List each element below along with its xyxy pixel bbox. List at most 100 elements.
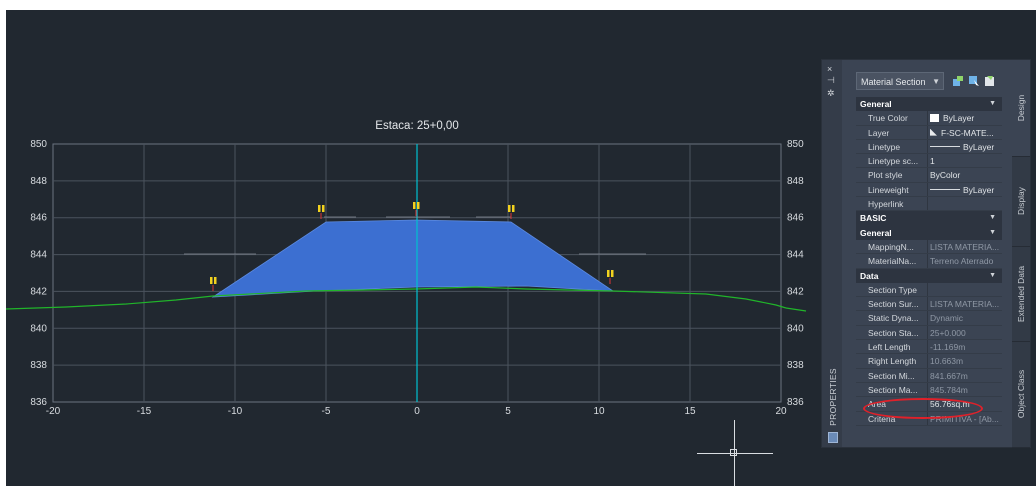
column-divider xyxy=(927,397,928,411)
property-value-text: 845.784m xyxy=(930,384,968,395)
point-marker xyxy=(607,270,614,284)
property-name: Static Dyna... xyxy=(868,313,919,324)
property-row-layer[interactable]: Layer F-SC-MATE... xyxy=(856,125,1002,140)
object-type-dropdown[interactable]: Material Section ▼ xyxy=(856,72,944,90)
property-row-left-length[interactable]: Left Length -11.169m xyxy=(856,340,1002,355)
group-header-basic[interactable]: BASIC ▼ xyxy=(856,211,1002,226)
group-header-general[interactable]: General ▼ xyxy=(856,225,1002,240)
collapse-icon[interactable]: ▼ xyxy=(989,228,996,236)
tab-extended-data[interactable]: Extended Data xyxy=(1012,246,1030,342)
section-grid: -20 -15 -10 -5 0 5 10 15 20 850 850 848 848 846 846 844… xyxy=(30,139,804,417)
y-tick-label-left: 850 xyxy=(30,139,47,150)
property-value: -11.169m xyxy=(930,340,1002,354)
property-name: Lineweight xyxy=(868,184,909,195)
property-value: 845.784m xyxy=(930,383,1002,397)
y-tick-label-right: 838 xyxy=(787,360,804,371)
point-marker xyxy=(318,205,325,219)
property-value-text: Terreno Aterrado xyxy=(930,256,994,267)
palette-main: Material Section ▼ General ▼ True Color ByL… xyxy=(846,60,1006,447)
property-value-text: 25+0.000 xyxy=(930,327,966,338)
property-row-section-sta[interactable]: Section Sta... 25+0.000 xyxy=(856,325,1002,341)
property-name: True Color xyxy=(868,113,908,124)
x-tick-label: 15 xyxy=(684,406,696,417)
pin-icon[interactable]: ⊣ xyxy=(827,75,835,85)
column-divider xyxy=(927,311,928,325)
column-divider xyxy=(927,354,928,368)
property-name: Right Length xyxy=(868,356,917,367)
property-row-static-dyna[interactable]: Static Dyna... Dynamic xyxy=(856,311,1002,326)
property-value: ByLayer xyxy=(930,111,1002,125)
y-tick-label-left: 840 xyxy=(30,323,47,334)
select-objects-icon[interactable] xyxy=(968,75,980,87)
tab-object-class[interactable]: Object Class xyxy=(1012,341,1030,448)
property-row-materialna[interactable]: MaterialNa... Terreno Aterrado xyxy=(856,254,1002,269)
add-to-selection-icon[interactable] xyxy=(952,75,964,87)
property-row-mappingn[interactable]: MappingN... LISTA MATERIA... xyxy=(856,239,1002,255)
property-row-section-sur[interactable]: Section Sur... LISTA MATERIA... xyxy=(856,297,1002,312)
section-title: Estaca: 25+0,00 xyxy=(375,120,458,132)
layer-icon xyxy=(930,128,937,136)
close-icon[interactable]: × xyxy=(827,64,833,74)
x-tick-label: 20 xyxy=(775,406,787,417)
property-value: LISTA MATERIA... xyxy=(930,297,1002,311)
property-name: Left Length xyxy=(868,342,911,353)
chevron-down-icon: ▼ xyxy=(932,77,940,86)
property-value-text: LISTA MATERIA... xyxy=(930,241,1000,252)
property-value: 1 xyxy=(930,154,1002,168)
column-divider xyxy=(927,197,928,211)
property-row-linetype-sc[interactable]: Linetype sc... 1 xyxy=(856,154,1002,169)
property-value: 56.76sq.m xyxy=(930,397,1002,411)
property-row-lineweight[interactable]: Lineweight ByLayer xyxy=(856,182,1002,198)
quick-select-icon[interactable] xyxy=(984,75,996,87)
property-value-text: ByLayer xyxy=(963,184,995,195)
property-value: Dynamic xyxy=(930,311,1002,325)
column-divider xyxy=(927,154,928,168)
property-row-section-mi[interactable]: Section Mi... 841.667m xyxy=(856,368,1002,383)
y-tick-label-right: 842 xyxy=(787,286,804,297)
property-row-section-type[interactable]: Section Type xyxy=(856,282,1002,298)
collapse-icon[interactable]: ▼ xyxy=(989,100,996,107)
property-value-text: Dynamic xyxy=(930,313,964,324)
property-row-section-ma[interactable]: Section Ma... 845.784m xyxy=(856,382,1002,398)
property-row-right-length[interactable]: Right Length 10.663m xyxy=(856,354,1002,369)
section-view[interactable]: -20 -15 -10 -5 0 5 10 15 20 850 850 848 848 846 846 844… xyxy=(6,10,1036,486)
settings-icon[interactable]: ✲ xyxy=(827,88,835,98)
property-value-text: -11.169m xyxy=(930,342,966,353)
column-divider xyxy=(927,282,928,297)
property-value: F-SC-MATE... xyxy=(930,126,1002,140)
property-row-plot-style[interactable]: Plot style ByColor xyxy=(856,168,1002,183)
property-name: Linetype sc... xyxy=(868,156,919,167)
property-row-hyperlink[interactable]: Hyperlink xyxy=(856,197,1002,212)
collapse-icon[interactable]: ▼ xyxy=(989,214,996,222)
column-divider xyxy=(927,325,928,340)
group-header-general[interactable]: General ▼ xyxy=(856,97,1002,112)
column-divider xyxy=(927,139,928,154)
property-name: Area xyxy=(868,399,886,410)
column-divider xyxy=(927,254,928,268)
property-name: Criteria xyxy=(868,413,896,424)
y-tick-label-left: 836 xyxy=(30,397,47,408)
property-value-text: 1 xyxy=(930,156,935,167)
column-divider xyxy=(927,125,928,139)
property-row-linetype[interactable]: Linetype ByLayer xyxy=(856,139,1002,155)
group-title: Data xyxy=(860,270,879,281)
property-row-criteria[interactable]: Criteria PRIMITIVA - [Ab... xyxy=(856,411,1002,426)
palette-menu-icon[interactable] xyxy=(828,432,838,443)
palette-title-strip: × ⊣ ✲ PROPERTIES xyxy=(822,60,842,447)
tab-display[interactable]: Display xyxy=(1012,156,1030,247)
property-value-text: ByColor xyxy=(930,170,961,181)
collapse-icon[interactable]: ▼ xyxy=(989,271,996,279)
property-row-area[interactable]: Area 56.76sq.m xyxy=(856,397,1002,412)
property-value: LISTA MATERIA... xyxy=(930,240,1002,254)
property-value-text: 10.663m xyxy=(930,356,964,367)
property-value-text: 841.667m xyxy=(930,370,968,381)
property-value: ByLayer xyxy=(930,183,1002,197)
material-section-area[interactable] xyxy=(211,219,615,298)
property-value: 841.667m xyxy=(930,369,1002,383)
property-name: Section Sta... xyxy=(868,327,919,338)
property-row-true-color[interactable]: True Color ByLayer xyxy=(856,111,1002,126)
y-tick-label-left: 848 xyxy=(30,176,47,187)
group-header-data[interactable]: Data ▼ xyxy=(856,268,1002,283)
tab-design[interactable]: Design xyxy=(1012,60,1030,157)
column-divider xyxy=(927,368,928,382)
